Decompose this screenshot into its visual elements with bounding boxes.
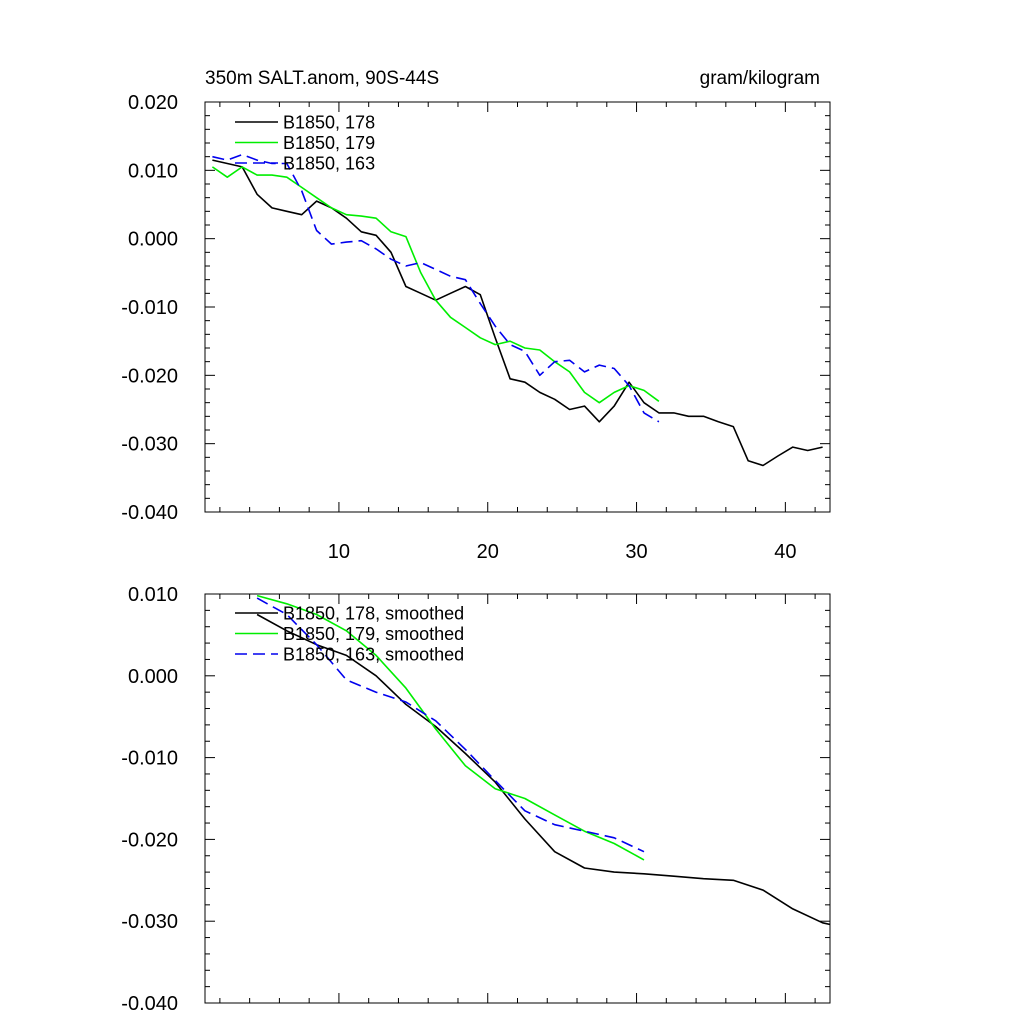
legend-label: B1850, 163 xyxy=(283,154,375,174)
x-tick-label: 40 xyxy=(774,541,796,563)
legend-label: B1850, 179, smoothed xyxy=(283,624,464,644)
y-tick-label: -0.040 xyxy=(121,502,178,524)
series-line-1 xyxy=(212,159,823,467)
series-line-3 xyxy=(212,153,660,423)
y-tick-label: -0.010 xyxy=(121,297,178,319)
y-tick-label: -0.020 xyxy=(121,829,178,851)
y-tick-label: 0.020 xyxy=(128,92,178,114)
legend-label: B1850, 163, smoothed xyxy=(283,645,464,665)
x-tick-label: 30 xyxy=(625,541,647,563)
series-line-3 xyxy=(256,597,645,853)
y-tick-label: 0.010 xyxy=(128,160,178,182)
legend-label: B1850, 179 xyxy=(283,133,375,153)
y-tick-label: -0.010 xyxy=(121,748,178,770)
legend-label: B1850, 178 xyxy=(283,113,375,133)
series-line-2 xyxy=(211,166,660,404)
y-tick-label: -0.030 xyxy=(121,911,178,933)
top-panel: 0.020 0.010 0.000 -0.010 -0.020 -0.030 -0.040 1… xyxy=(121,68,831,563)
y-tick-label: -0.020 xyxy=(121,365,178,387)
legend-label: B1850, 178, smoothed xyxy=(283,604,464,624)
y-tick-label: -0.040 xyxy=(121,993,178,1015)
y-tick-label: 0.000 xyxy=(128,666,178,688)
y-tick-label: 0.000 xyxy=(128,229,178,251)
x-tick-label: 20 xyxy=(477,541,499,563)
x-tick-label: 10 xyxy=(328,541,350,563)
series-line-2 xyxy=(256,594,645,861)
bottom-panel: 0.010 0.000 -0.010 -0.020 -0.030 -0.040 B1850,… xyxy=(121,584,831,1015)
y-tick-label: -0.030 xyxy=(121,434,178,456)
series-line-1 xyxy=(256,613,830,926)
units-label: gram/kilogram xyxy=(700,68,820,89)
y-tick-label: 0.010 xyxy=(128,584,178,606)
chart-title: 350m SALT.anom, 90S-44S xyxy=(205,68,439,89)
